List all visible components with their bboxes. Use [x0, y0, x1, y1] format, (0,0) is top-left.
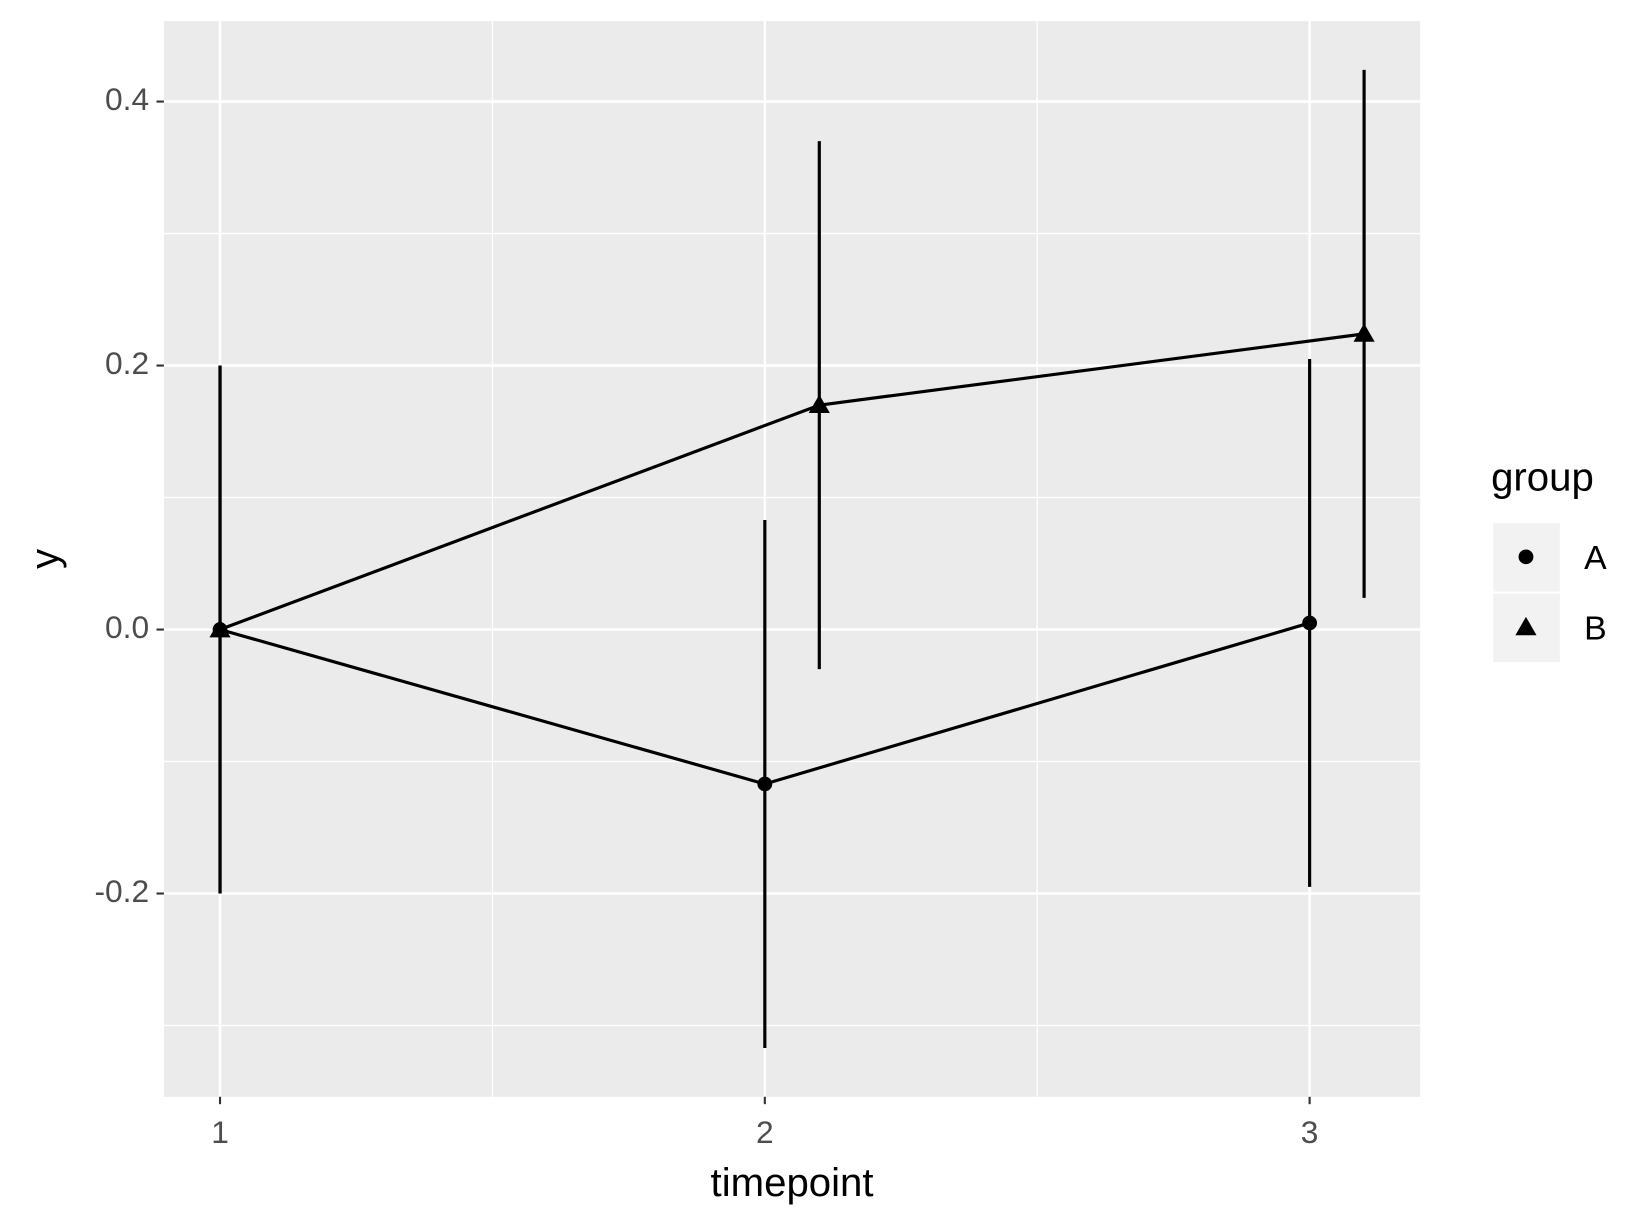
legend-marker	[1515, 616, 1537, 636]
y-axis-title: y	[23, 549, 67, 569]
x-axis-title: timepoint	[711, 1161, 874, 1205]
x-tick-label: 2	[756, 1114, 774, 1150]
legend-label: A	[1584, 539, 1607, 577]
x-tick-label: 1	[211, 1114, 229, 1150]
legend-title: group	[1491, 456, 1594, 500]
point	[808, 394, 830, 414]
point	[209, 619, 231, 638]
point	[1302, 615, 1318, 631]
panel	[163, 21, 1421, 1097]
y-tick-label: 0.0	[105, 609, 149, 645]
y-tick-label: -0.2	[94, 873, 149, 909]
point	[1353, 323, 1375, 342]
y-tick-label: 0.2	[105, 345, 149, 381]
y-tick-label: 0.4	[105, 81, 149, 117]
x-tick-label: 3	[1301, 1114, 1319, 1150]
legend-label: B	[1584, 609, 1607, 647]
point	[757, 776, 773, 792]
legend-marker	[1518, 549, 1534, 565]
